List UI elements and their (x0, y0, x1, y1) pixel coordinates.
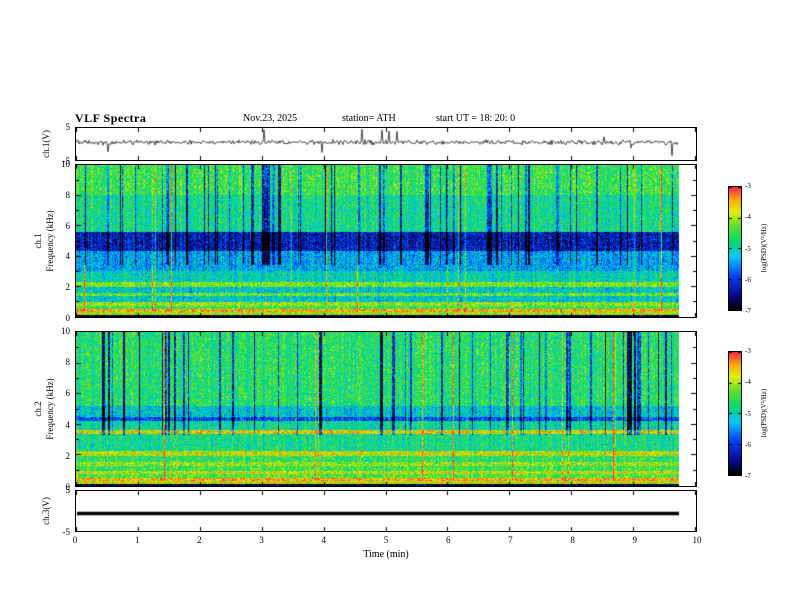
y-tick-label: 5 (65, 122, 71, 132)
colorbar-ch2-ticks: -3 -4 -5 -6 -7 (745, 347, 761, 480)
ch1-spectrogram-panel (75, 164, 697, 318)
ch3-waveform-panel (75, 490, 697, 532)
y-tick-label: 0 (65, 482, 71, 492)
x-tick-label: 4 (321, 535, 327, 545)
ch2-spec-y-ticks: 10 8 6 4 2 0 (50, 326, 71, 492)
x-tick-label: 1 (134, 535, 140, 545)
ch1-waveform-canvas (76, 128, 696, 160)
ch1-waveform-panel (75, 127, 697, 161)
colorbar-ch1-label: log(PSD)(V²/Hz) (760, 223, 768, 273)
ch3-wave-y-ticks: 5 -5 (50, 485, 71, 537)
y-tick-label: 10 (61, 326, 70, 336)
colorbar-tick-label: -5 (745, 244, 751, 253)
x-tick-label: 7 (508, 535, 513, 545)
colorbar-ch1 (728, 186, 742, 311)
date-label: Nov.23, 2025 (243, 113, 298, 124)
start-ut-label: start UT = 18: 20: 0 (436, 113, 516, 124)
y-tick-label: 8 (65, 189, 71, 200)
colorbar-ch2-label: log(PSD)(V²/Hz) (760, 388, 768, 438)
time-axis-label: Time (min) (363, 549, 409, 560)
station-label: station= ATH (342, 113, 396, 124)
colorbar-tick-label: -6 (745, 440, 751, 449)
x-tick-label: 8 (570, 535, 575, 545)
colorbar-ch2-canvas (729, 352, 741, 475)
page-title: VLF Spectra (75, 111, 147, 125)
colorbar-tick-label: -3 (745, 182, 751, 190)
x-tick-label: 6 (445, 535, 451, 545)
ch1-spec-channel-label: ch.1 (33, 233, 43, 249)
colorbar-ch1-ticks: -3 -4 -5 -6 -7 (745, 182, 761, 315)
colorbar-tick-label: -4 (745, 378, 751, 387)
x-tick-label: 0 (72, 535, 78, 545)
y-tick-label: -5 (62, 156, 71, 166)
y-tick-label: 2 (65, 282, 71, 293)
colorbar-tick-label: -5 (745, 409, 751, 418)
x-tick-label: 2 (197, 535, 202, 545)
y-tick-label: 2 (65, 450, 71, 461)
x-tick-label: 5 (383, 535, 389, 545)
ch2-spec-channel-label: ch.2 (33, 401, 43, 417)
colorbar-ch2 (728, 351, 742, 476)
y-tick-label: 4 (65, 419, 71, 430)
colorbar-tick-label: -3 (745, 347, 751, 355)
ch3-waveform-canvas (76, 491, 696, 531)
colorbar-ch1-canvas (729, 187, 741, 310)
ch1-wave-y-ticks: 5 -5 (50, 122, 71, 166)
x-tick-label: 3 (259, 535, 264, 545)
x-tick-label: 10 (692, 535, 702, 545)
colorbar-tick-label: -6 (745, 275, 751, 284)
ch1-spec-y-ticks: 10 8 6 4 2 0 (50, 159, 71, 323)
y-tick-label: 8 (65, 357, 71, 368)
y-tick-label: 4 (65, 251, 71, 262)
y-tick-label: 0 (65, 313, 71, 323)
ch2-spectrogram-panel (75, 331, 697, 487)
ch2-spectrogram-canvas (76, 332, 696, 486)
colorbar-tick-label: -7 (745, 472, 751, 480)
time-axis-ticks: 0 1 2 3 4 5 6 7 8 9 10 (72, 535, 702, 547)
colorbar-tick-label: -4 (745, 213, 751, 222)
ch1-spectrogram-canvas (76, 165, 696, 317)
y-tick-label: 5 (65, 485, 71, 495)
y-tick-label: 10 (61, 159, 70, 169)
y-tick-label: 6 (65, 220, 71, 231)
y-tick-label: 6 (65, 388, 71, 399)
y-tick-label: -5 (62, 527, 71, 537)
x-tick-label: 9 (632, 535, 638, 545)
colorbar-tick-label: -7 (745, 307, 751, 315)
